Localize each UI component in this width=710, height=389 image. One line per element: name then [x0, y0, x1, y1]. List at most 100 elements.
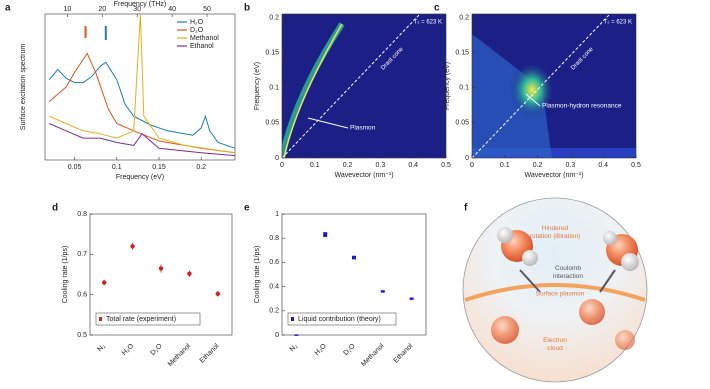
x-tick-label: H₂O — [314, 342, 329, 357]
y-tick-label: 0.8 — [269, 235, 279, 242]
plot-frame — [471, 13, 637, 159]
point — [352, 255, 356, 260]
light-cone — [472, 14, 611, 158]
y-tick-label: 0 — [465, 155, 469, 162]
legend-label: Liquid contribution (theory) — [298, 316, 381, 323]
heatmap-ridge — [283, 23, 343, 158]
diagram-label-line: cloud — [547, 345, 563, 352]
panel-label: e — [244, 203, 250, 214]
x-label: Wavevector (nm⁻¹) — [334, 172, 393, 179]
atom — [603, 231, 617, 245]
x-tick-label: 0.4 — [408, 162, 418, 169]
point — [187, 271, 192, 276]
series-line — [49, 13, 236, 154]
y-tick-label: 0.15 — [265, 49, 279, 56]
plot-frame — [281, 213, 427, 336]
y-tick-label: 0.6 — [269, 259, 279, 266]
diagram — [462, 197, 648, 383]
x2-tick-label: 50 — [203, 6, 211, 13]
plot-frame — [281, 13, 447, 159]
y-label: Frequency (eV) — [254, 62, 261, 110]
legend-label: Total rate (experiment) — [106, 316, 176, 323]
x-tick-label: Ethanol — [199, 342, 221, 364]
y-tick-label: 0.2 — [269, 308, 279, 315]
y-tick-label: 0.8 — [77, 211, 87, 218]
diagram-label-line: Hindered — [542, 225, 569, 232]
point — [215, 291, 220, 297]
point — [158, 266, 164, 271]
atom — [522, 250, 538, 266]
x-tick-label: 0.3 — [376, 162, 386, 169]
x2-tick-label: 10 — [63, 6, 71, 13]
electron — [615, 330, 635, 350]
series-line — [48, 61, 236, 149]
heatmap-ridge — [282, 22, 345, 158]
x-tick-label: 0.5 — [441, 162, 451, 169]
x-tick-label: 0 — [470, 162, 474, 169]
point — [409, 297, 414, 300]
series-line — [48, 52, 236, 154]
y-label: Cooling rate (1/ps) — [62, 246, 69, 304]
y-tick-label: 1 — [275, 211, 279, 218]
x-tick-label: Methanol — [360, 342, 386, 368]
x-tick-label: 0.1 — [310, 162, 320, 169]
x-tick-label: N₂ — [289, 343, 300, 354]
x-tick-label: 0.2 — [533, 162, 543, 169]
y-tick-label: 0 — [275, 155, 279, 162]
diagram-label-line: Electron — [543, 337, 567, 344]
series-line — [49, 123, 236, 157]
point — [130, 244, 135, 249]
temperature: Tₛ = 623 K — [414, 20, 442, 26]
x-tick-label: D₂O — [149, 342, 164, 357]
diagram-label: Coulomb interaction — [553, 265, 583, 280]
atom — [621, 253, 639, 271]
point — [102, 280, 107, 285]
point — [294, 334, 299, 336]
annotation-arrow — [525, 93, 541, 107]
y-tick-label: 0.6 — [77, 292, 87, 299]
x-label: Wavevector (nm⁻¹) — [524, 172, 583, 179]
legend-label: Methanol — [190, 35, 219, 42]
x-tick-label: D₂O — [342, 342, 357, 357]
atom — [497, 227, 513, 243]
diagram-label-line: interaction — [553, 273, 583, 280]
x-tick-label: H₂O — [121, 342, 136, 357]
annotation: Plasmon-hydron resonance — [542, 103, 622, 110]
legend-label: D₂O — [190, 27, 204, 34]
x2-label: Frequency (THz) — [114, 1, 167, 8]
heatmap-hot — [510, 62, 554, 118]
annotation: Plasmon — [350, 125, 376, 132]
diagram-label: Surface plasmon — [536, 291, 585, 298]
point — [323, 232, 328, 237]
y-label: Frequency (eV) — [444, 62, 451, 110]
diagram-label: Electron cloud — [543, 337, 567, 352]
x-tick-label: Ethanol — [393, 342, 415, 364]
x-tick-label: 0.1 — [112, 164, 122, 171]
x-tick-label: 0.1 — [500, 162, 510, 169]
y-tick-label: 0.05 — [265, 120, 279, 127]
x-tick-label: 0.2 — [343, 162, 353, 169]
legend-label: Ethanol — [190, 43, 214, 50]
diagram-label-line: Coulomb — [555, 265, 581, 272]
x2-tick-label: 20 — [98, 6, 106, 13]
x-tick-label: 0 — [280, 162, 284, 169]
panel-label: f — [464, 203, 468, 214]
panel-label: a — [5, 3, 11, 14]
surface-line — [464, 283, 646, 302]
x-tick-label: N₂ — [96, 343, 107, 354]
x-tick-label: 0.5 — [631, 162, 641, 169]
temperature: Tₛ = 623 K — [604, 20, 632, 26]
interaction-arrow — [519, 269, 616, 293]
y-label: Cooling rate (1/ps) — [254, 246, 261, 304]
y-tick-label: 0.2 — [459, 14, 469, 21]
panel-label: c — [434, 3, 440, 14]
y-tick-label: 0 — [275, 332, 279, 339]
x-tick-label: 0.4 — [598, 162, 608, 169]
legend-swatch — [291, 317, 294, 321]
diagram-label: Hindered rotation (libration) — [530, 225, 581, 240]
x-tick-label: 0.2 — [196, 164, 206, 171]
x-tick-label: 0.15 — [152, 164, 166, 171]
legend-swatch — [99, 317, 102, 321]
y-tick-label: 0.1 — [459, 85, 469, 92]
